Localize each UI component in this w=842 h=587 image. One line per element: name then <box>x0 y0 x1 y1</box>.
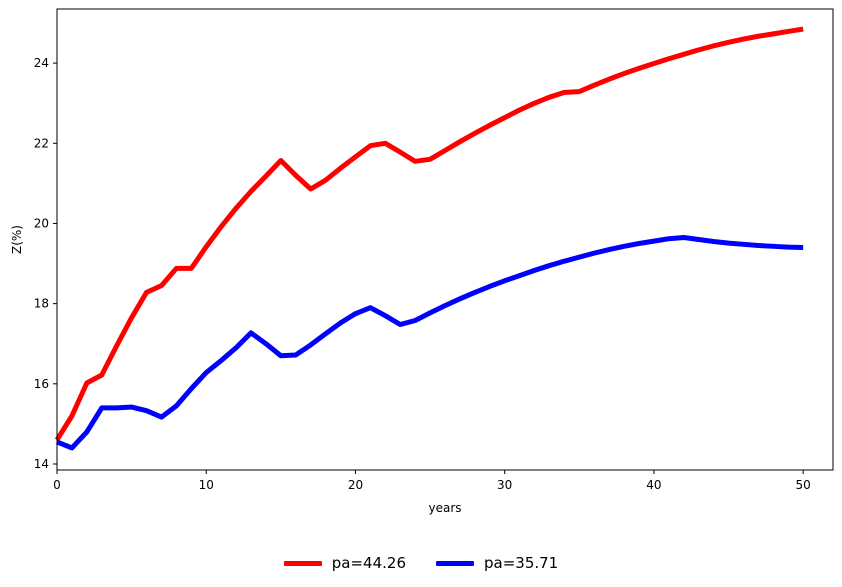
series-layer <box>54 26 804 451</box>
x-tick-label: 30 <box>497 478 512 492</box>
x-tick-label: 0 <box>53 478 61 492</box>
legend: pa=44.26 pa=35.71 <box>0 548 842 578</box>
plot-frame <box>56 8 834 471</box>
y-tick-label: 18 <box>34 297 49 311</box>
legend-item-series-2: pa=35.71 <box>436 554 558 572</box>
y-tick-label: 14 <box>34 457 49 471</box>
y-tick-label: 16 <box>34 377 49 391</box>
y-tick-label: 20 <box>34 216 49 230</box>
legend-swatch-series-2 <box>436 560 474 566</box>
x-tick-label: 50 <box>796 478 811 492</box>
x-tick-label: 20 <box>348 478 363 492</box>
y-axis-ticks: 14 16 18 20 22 24 <box>34 56 57 471</box>
x-axis-ticks: 0 10 20 30 40 50 <box>53 470 811 492</box>
legend-label-series-2: pa=35.71 <box>484 554 559 572</box>
x-tick-label: 10 <box>199 478 214 492</box>
x-tick-label: 40 <box>646 478 661 492</box>
legend-label-series-1: pa=44.26 <box>331 554 406 572</box>
legend-item-series-1: pa=44.26 <box>283 554 406 572</box>
legend-swatch-series-1 <box>283 560 322 566</box>
y-tick-label: 24 <box>34 56 49 70</box>
x-axis-label: years <box>428 501 461 515</box>
y-tick-label: 22 <box>34 136 49 150</box>
series-line-1 <box>54 26 804 442</box>
series-line-2 <box>56 235 804 451</box>
y-axis-label: Z(%) <box>10 225 24 254</box>
